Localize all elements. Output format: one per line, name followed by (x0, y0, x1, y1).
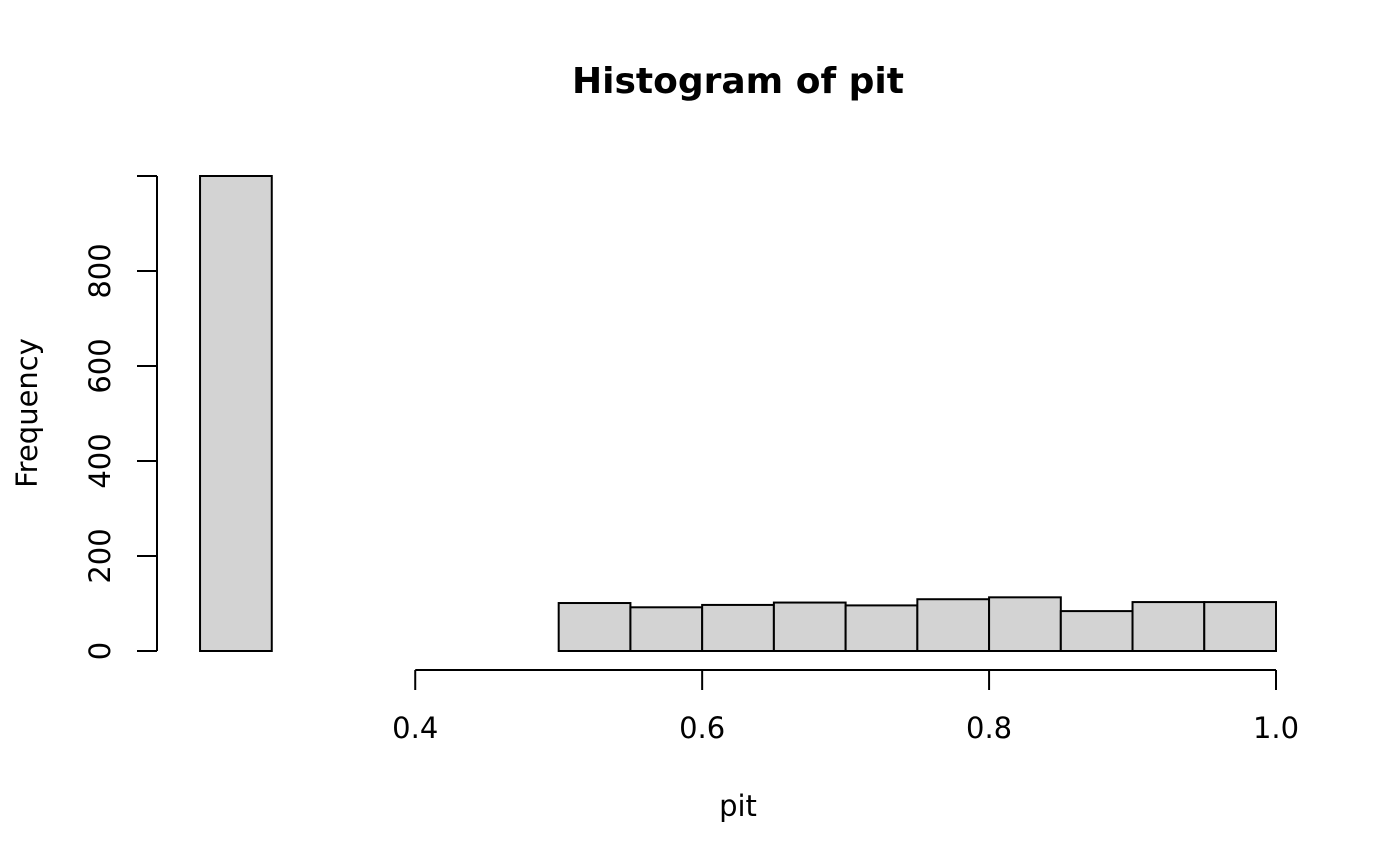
y-tick-label: 400 (83, 433, 117, 488)
histogram-bar (1131, 601, 1206, 653)
x-tick-label: 0.8 (966, 711, 1012, 745)
y-tick-label: 0 (83, 642, 117, 660)
x-tick-label: 0.6 (679, 711, 725, 745)
x-axis: 0.4 0.6 0.8 1.0 (392, 669, 1299, 745)
histogram-bar (199, 175, 273, 652)
y-tick-label: 600 (83, 338, 117, 393)
histogram-bar (772, 601, 847, 652)
y-axis: 0 200 400 600 800 (83, 175, 158, 660)
histogram-bar (557, 602, 632, 653)
x-axis-title: pit (719, 789, 757, 823)
y-tick-label: 800 (83, 243, 117, 298)
x-tick-label: 1.0 (1253, 711, 1299, 745)
y-axis-title: Frequency (10, 338, 44, 488)
histogram-bar (916, 598, 991, 652)
histogram-bar (629, 606, 704, 652)
y-tick-label: 200 (83, 528, 117, 583)
histogram-bar (988, 596, 1062, 653)
histogram-bar (1059, 610, 1134, 652)
x-tick-label: 0.4 (392, 711, 438, 745)
histogram-bar (844, 604, 919, 653)
bars-group (199, 175, 1278, 653)
histogram-bar (701, 603, 775, 652)
histogram-bar (1203, 601, 1278, 653)
chart-title: Histogram of pit (572, 61, 904, 102)
